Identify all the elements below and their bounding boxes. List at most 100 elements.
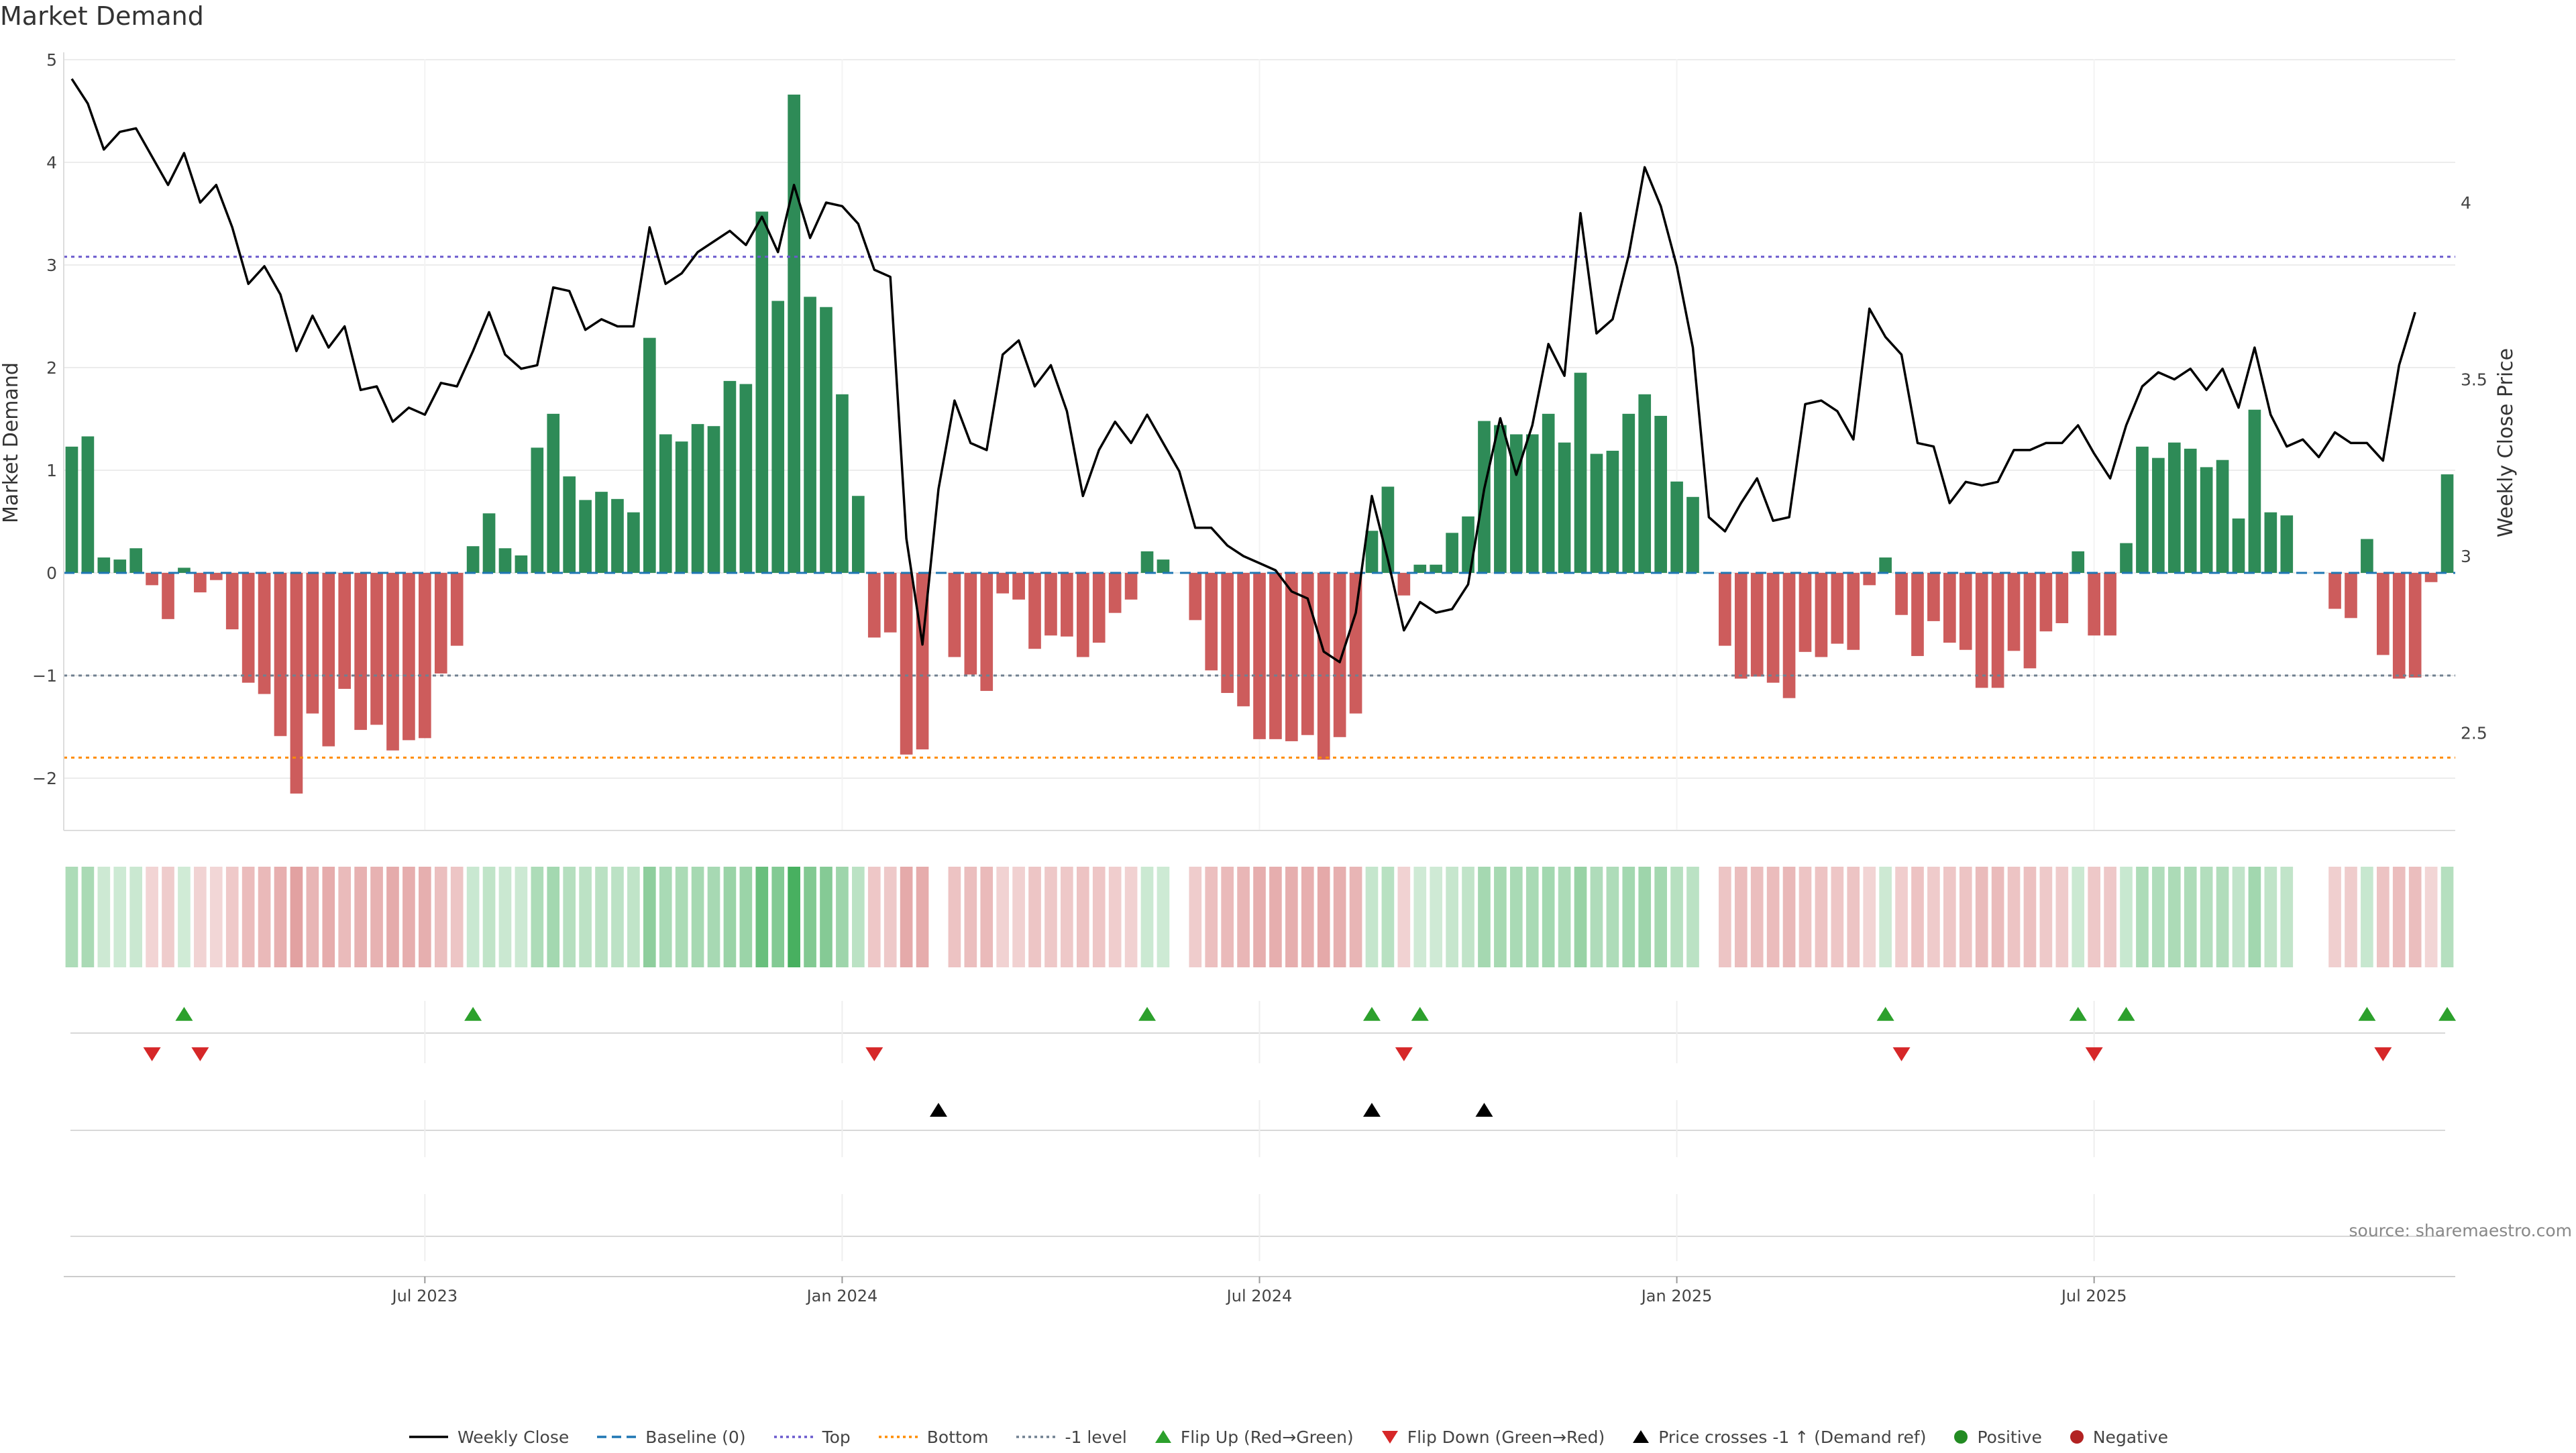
- heat-cell-positive: [531, 867, 544, 967]
- y-tick-label: −2: [32, 769, 57, 788]
- demand-bar-positive: [2184, 448, 2197, 573]
- demand-bar-negative: [1991, 573, 2004, 688]
- legend-label: Baseline (0): [645, 1427, 746, 1447]
- heat-cell-positive: [755, 867, 769, 967]
- demand-bar-positive: [675, 441, 688, 573]
- demand-bar-positive: [595, 492, 608, 573]
- heat-cell-negative: [2104, 867, 2116, 967]
- y2-tick-label: 3.5: [2461, 370, 2487, 390]
- flip-markers-panel: [70, 1001, 2457, 1063]
- heat-cell-positive: [1413, 867, 1427, 967]
- heat-cell-positive: [2072, 867, 2085, 967]
- heat-cell-negative: [162, 867, 174, 967]
- legend-swatch: [1633, 1430, 1650, 1443]
- heat-cell-negative: [2424, 867, 2438, 967]
- x-axis: Jul 2023 Jan 2024 Jul 2024 Jan 2025 Jul 2025: [64, 1276, 2455, 1305]
- legend-label: Flip Up (Red→Green): [1180, 1427, 1354, 1447]
- flip-up-marker: [1876, 1006, 1894, 1021]
- heat-cell-positive: [1558, 867, 1571, 967]
- demand-bar-positive: [1413, 564, 1427, 573]
- demand-bar-positive: [2248, 409, 2261, 573]
- x-tick-label: Jul 2023: [391, 1287, 458, 1305]
- demand-bar-negative: [1750, 573, 1764, 677]
- demand-bar-negative: [1333, 573, 1346, 737]
- demand-bar-positive: [755, 211, 769, 573]
- demand-bar-positive: [2200, 467, 2213, 573]
- heat-cell-negative: [1799, 867, 1812, 967]
- heat-cell-positive: [723, 867, 737, 967]
- demand-bar-negative: [2104, 573, 2116, 636]
- heat-cell-negative: [2392, 867, 2406, 967]
- demand-bar-positive: [482, 513, 496, 573]
- demand-bar-negative: [370, 573, 383, 725]
- demand-bar-negative: [1012, 573, 1025, 600]
- heat-cell-negative: [1205, 867, 1218, 967]
- demand-bar-negative: [1863, 573, 1876, 586]
- heat-cell-positive: [1140, 867, 1154, 967]
- flip-up-marker: [2117, 1006, 2135, 1021]
- heat-cell-negative: [194, 867, 207, 967]
- price-cross-marker: [929, 1102, 947, 1117]
- price-cross-marker: [1362, 1102, 1381, 1117]
- heat-cell-positive: [1381, 867, 1395, 967]
- heat-cell-negative: [2345, 867, 2357, 967]
- demand-bar-positive: [1670, 481, 1683, 573]
- demand-bar-positive: [579, 500, 592, 573]
- demand-bar-negative: [2392, 573, 2406, 679]
- demand-bar-negative: [1815, 573, 1828, 657]
- demand-bar-negative: [1108, 573, 1122, 613]
- demand-bar-positive: [659, 434, 672, 573]
- heat-cell-positive: [1574, 867, 1587, 967]
- heat-cell-negative: [354, 867, 367, 967]
- demand-bar-positive: [466, 546, 480, 573]
- heat-cell-negative: [2408, 867, 2422, 967]
- heat-cell-negative: [1815, 867, 1828, 967]
- price-cross-marker: [1475, 1102, 1493, 1117]
- demand-bar-negative: [1189, 573, 1202, 621]
- demand-bar-positive: [1879, 557, 1892, 573]
- demand-bar-negative: [2055, 573, 2069, 623]
- demand-bar-positive: [2072, 551, 2085, 573]
- legend-label: -1 level: [1065, 1427, 1127, 1447]
- heat-cell-positive: [65, 867, 78, 967]
- heat-cell-negative: [1927, 867, 1940, 967]
- demand-bar-negative: [450, 573, 464, 646]
- demand-bar-negative: [1734, 573, 1748, 679]
- demand-bar-positive: [836, 394, 849, 573]
- demand-bar-negative: [274, 573, 287, 737]
- source-credit: source: sharemaestro.com: [2349, 1221, 2573, 1240]
- demand-bar-positive: [1558, 442, 1571, 573]
- heat-cell-negative: [1397, 867, 1411, 967]
- heat-cell-positive: [643, 867, 656, 967]
- heat-cell-negative: [1061, 867, 1073, 967]
- demand-bar-negative: [241, 573, 255, 683]
- demand-bar-positive: [707, 426, 720, 573]
- heat-cell-negative: [996, 867, 1010, 967]
- y-tick-label: 1: [46, 461, 57, 480]
- y-tick-label: 2: [46, 358, 57, 378]
- demand-bar-negative: [1927, 573, 1940, 621]
- demand-bar-negative: [306, 573, 319, 714]
- legend: Weekly Close Baseline (0) Top Bottom -1 leve…: [0, 1421, 2576, 1453]
- heat-cell-positive: [691, 867, 704, 967]
- heat-cell-positive: [852, 867, 865, 967]
- heat-cell-negative: [290, 867, 303, 967]
- demand-bar-positive: [1494, 425, 1507, 573]
- chart-title: Market Demand: [0, 1, 204, 31]
- heat-cell-negative: [450, 867, 464, 967]
- heat-cell-negative: [1333, 867, 1346, 967]
- demand-bar-positive: [178, 568, 191, 573]
- demand-bar-positive: [627, 512, 640, 573]
- heat-cell-negative: [883, 867, 897, 967]
- demand-bar-negative: [2408, 573, 2422, 678]
- demand-bar-positive: [1157, 559, 1170, 573]
- demand-bar-negative: [1028, 573, 1041, 649]
- demand-bar-positive: [2232, 518, 2245, 573]
- demand-bar-negative: [1799, 573, 1812, 652]
- heat-cell-positive: [2200, 867, 2213, 967]
- legend-item-baseline: Baseline (0): [596, 1427, 746, 1447]
- demand-bar-negative: [1719, 573, 1731, 646]
- heat-cell-positive: [178, 867, 191, 967]
- heat-cell-negative: [916, 867, 929, 967]
- reference-lines: [64, 256, 2455, 759]
